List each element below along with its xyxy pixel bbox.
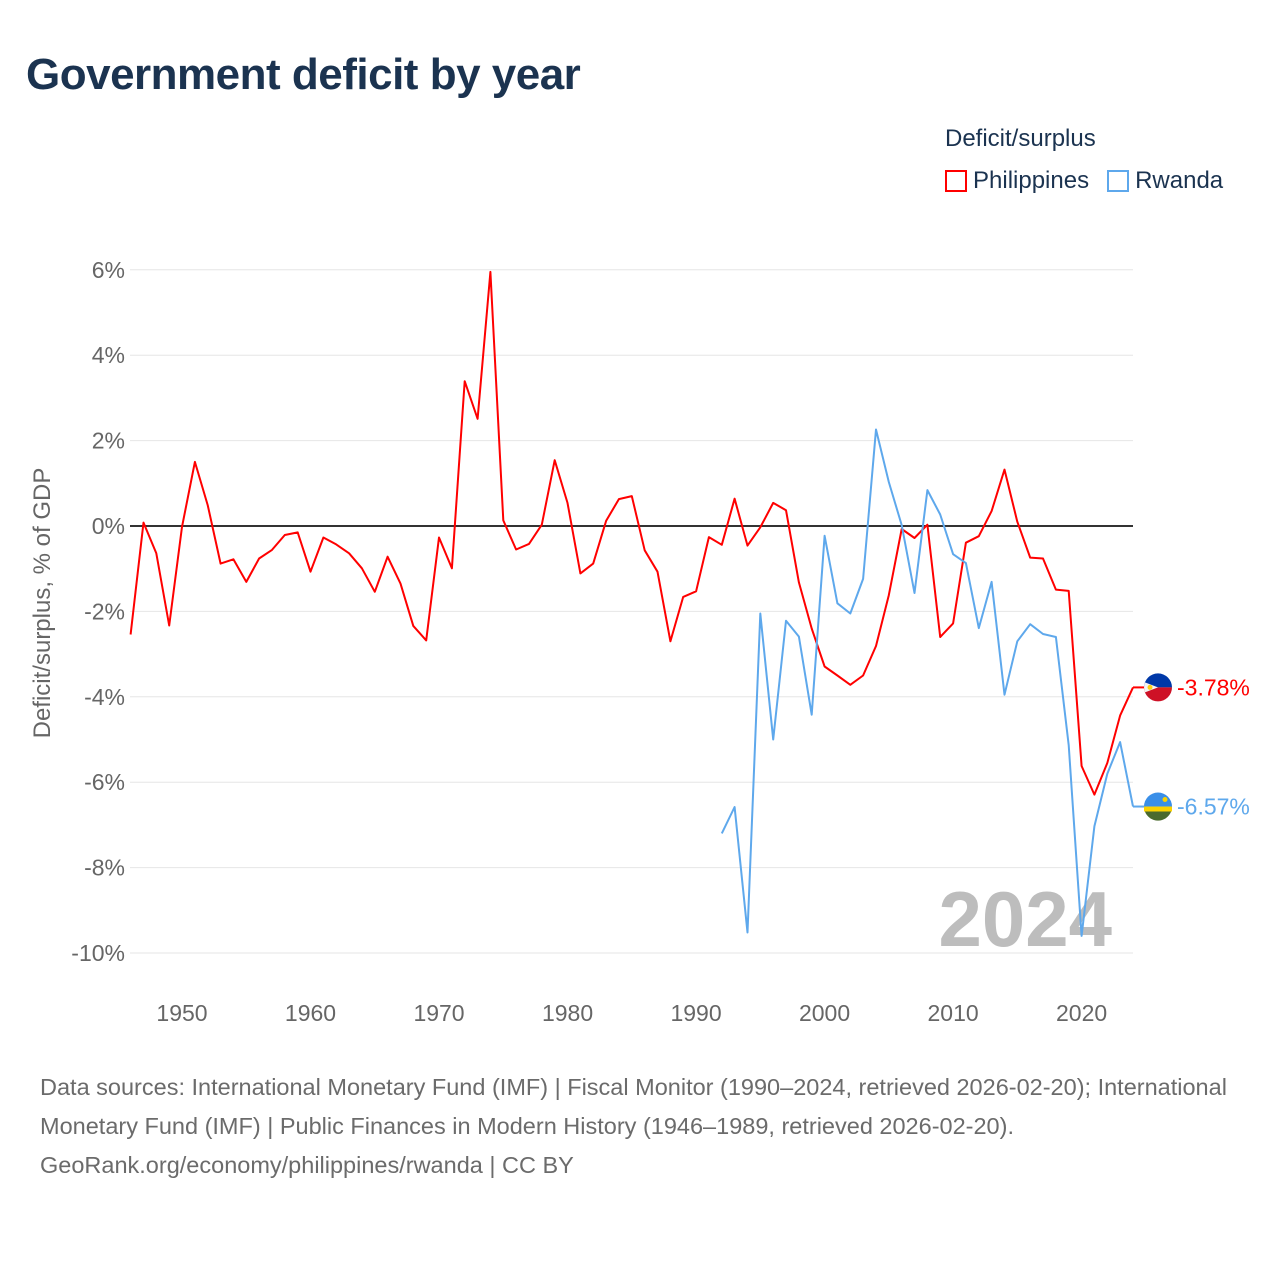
y-tick-label: -6% (84, 769, 125, 795)
flag-blue-band (1144, 792, 1172, 807)
x-tick-label: 2010 (927, 1000, 978, 1026)
y-tick-label: -2% (84, 598, 125, 624)
end-value-label: -3.78% (1177, 674, 1250, 700)
data-sources: Data sources: International Monetary Fun… (40, 1074, 1227, 1139)
footer: Data sources: International Monetary Fun… (40, 1068, 1240, 1185)
chart-title: Government deficit by year (26, 50, 581, 99)
y-tick-label: 0% (92, 513, 125, 539)
x-tick-label: 2020 (1056, 1000, 1107, 1026)
x-tick-label: 1950 (156, 1000, 207, 1026)
series-line-philippines (129, 270, 1134, 796)
x-tick-label: 2000 (799, 1000, 850, 1026)
series-lines (129, 270, 1134, 937)
end-labels: -3.78% -6.57% (1133, 673, 1250, 821)
x-tick-label: 1980 (542, 1000, 593, 1026)
flag-yellow-band (1144, 806, 1172, 812)
legend-label: Rwanda (1135, 167, 1224, 194)
flag-blue-band (1144, 673, 1172, 688)
legend-title: Deficit/surplus (945, 125, 1096, 152)
y-axis-label: Deficit/surplus, % of GDP (29, 468, 56, 739)
end-value-label: -6.57% (1177, 794, 1250, 820)
y-tick-label: 2% (92, 428, 125, 454)
y-tick-label: -10% (71, 940, 125, 966)
legend: Philippines Rwanda (945, 167, 1223, 195)
y-tick-label: -4% (84, 684, 125, 710)
x-tick-label: 1960 (285, 1000, 336, 1026)
year-watermark: 2024 (938, 875, 1112, 963)
legend-item-rwanda[interactable]: Rwanda (1107, 167, 1223, 195)
rwanda-flag-icon (1144, 792, 1172, 821)
legend-item-philippines[interactable]: Philippines (945, 167, 1089, 195)
flag-green-band (1144, 811, 1172, 821)
philippines-flag-icon (1144, 673, 1172, 702)
x-tick-label: 1970 (413, 1000, 464, 1026)
flag-sun (1162, 797, 1168, 803)
grid-lines (130, 269, 1133, 954)
legend-swatch-rwanda (1107, 170, 1130, 192)
y-tick-label: 4% (92, 342, 125, 368)
flag-sun (1147, 684, 1153, 690)
y-tick-label: 6% (92, 257, 125, 283)
x-tick-label: 1990 (670, 1000, 721, 1026)
flag-red-band (1144, 687, 1172, 702)
legend-label: Philippines (973, 167, 1090, 194)
credit-link[interactable]: GeoRank.org/economy/philippines/rwanda |… (40, 1152, 574, 1178)
series-line-rwanda (720, 428, 1134, 937)
y-tick-label: -8% (84, 855, 125, 881)
legend-swatch-philippines (945, 170, 967, 192)
x-axis-ticks: 1950 1960 1970 1980 1990 2000 2010 2020 (156, 1000, 1107, 1026)
y-axis-ticks: 6% 4% 2% 0% -2% -4% -6% -8% -10% (71, 257, 125, 966)
